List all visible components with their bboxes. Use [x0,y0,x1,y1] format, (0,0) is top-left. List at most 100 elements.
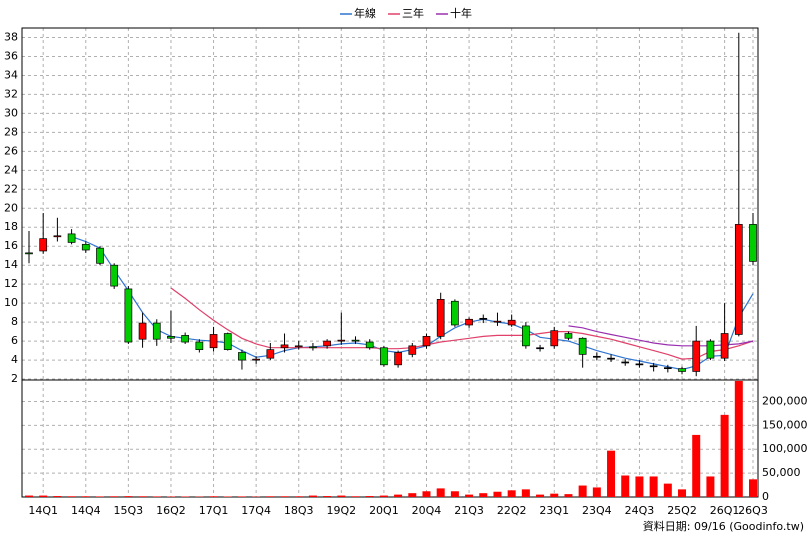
volume-bar [649,476,658,497]
volume-bar [280,496,289,497]
candle-body [635,363,644,366]
candle-body [124,288,133,343]
candle-body [592,355,601,358]
footer: 資料日期: 09/16 (Goodinfo.tw) [643,519,804,533]
volume-bar [365,496,374,497]
y-tick-label: 22 [4,182,18,195]
candle-body [280,344,289,349]
candle-body [394,352,402,366]
y-tick-label: 28 [4,125,18,138]
candle-body [465,318,473,326]
plot-frame [21,27,759,498]
candle-body [479,317,488,320]
x-tick-label: 25Q2 [667,504,697,517]
volume-bar [39,495,48,497]
x-tick-label: 19Q2 [326,504,356,517]
volume-bar [706,476,715,497]
volume-bar [663,483,672,497]
volume-bar [507,490,516,497]
volume-bar [479,493,488,497]
volume-bar [564,494,573,497]
volume-bar [138,496,147,497]
candle-body [252,358,260,361]
candle-body [720,333,729,359]
y-tick-label: 8 [11,315,18,328]
volume-bar [25,495,33,497]
candle-body [81,243,90,251]
y-tick-label: 4 [11,353,18,366]
candle-body [380,347,388,366]
candle-body [110,264,119,287]
x-tick-label: 20Q1 [369,504,399,517]
candle-body [152,322,161,340]
volume-bar [720,414,729,497]
volume-bar [294,496,303,497]
legend-label: 三年 [402,6,424,20]
volume-bar [692,434,701,497]
y-tick-label: 6 [11,334,18,347]
candle-body [493,320,502,323]
volume-bar [465,494,474,497]
volume-bar [408,493,417,497]
x-tick-label: 17Q4 [241,504,271,517]
y-tick-label: 34 [4,68,18,81]
ma-line [170,287,754,360]
candle-body [323,340,331,347]
y-tick-label: 14 [4,258,18,271]
y2-tick-label: 0 [762,490,769,503]
candle-body [209,334,218,349]
x-tick-label: 26Q1 [710,504,740,517]
candle-body [25,252,33,255]
volume-bar [607,450,616,497]
candle-body [621,361,630,364]
volume-bar [81,496,90,497]
x-tick-label: 22Q2 [497,504,527,517]
volume-bar [621,475,630,497]
x-tick-label: 16Q2 [156,504,186,517]
volume-bar [749,479,757,497]
x-tick-label: 14Q1 [28,504,58,517]
x-tick-label: 17Q1 [199,504,229,517]
y-tick-label: 10 [4,296,18,309]
volume-bar [110,496,119,497]
candle-body [422,336,431,347]
y2-tick-label: 100,000 [762,442,808,455]
candle-body [507,319,516,326]
x-tick-label: 14Q4 [71,504,101,517]
volume-bar [266,496,275,497]
y2-tick-label: 150,000 [762,418,808,431]
candle-body [53,235,62,238]
volume-bar [436,488,445,497]
candle-body [451,300,459,326]
candle-body [734,224,743,335]
legend-label: 十年 [450,6,472,20]
volume-bar [550,493,559,497]
x-tick-label: 15Q3 [114,504,144,517]
volume-bar [521,489,530,497]
volume-bar [578,485,587,497]
candle-body [138,322,147,340]
candle-body [337,339,346,342]
y-tick-label: 26 [4,144,18,157]
volume-bar [493,491,502,497]
candle-body [223,333,232,350]
volume-bar [124,496,133,497]
y-tick-label: 24 [4,163,18,176]
volume-bar [422,491,431,497]
candle-body [678,368,686,372]
candle-body [522,325,530,347]
y-tick-label: 36 [4,49,18,62]
volume-bar [394,494,403,497]
candle-body [649,365,658,368]
candle-body [67,233,76,243]
candle-body [39,238,48,252]
volume-bar [323,496,332,497]
volume-bar [152,496,161,497]
candle-body [578,337,587,355]
y-tick-label: 2 [11,372,18,385]
candle-body [749,224,757,262]
candle-body [663,367,672,370]
candle-body [607,357,615,360]
volume-bar [95,496,104,497]
